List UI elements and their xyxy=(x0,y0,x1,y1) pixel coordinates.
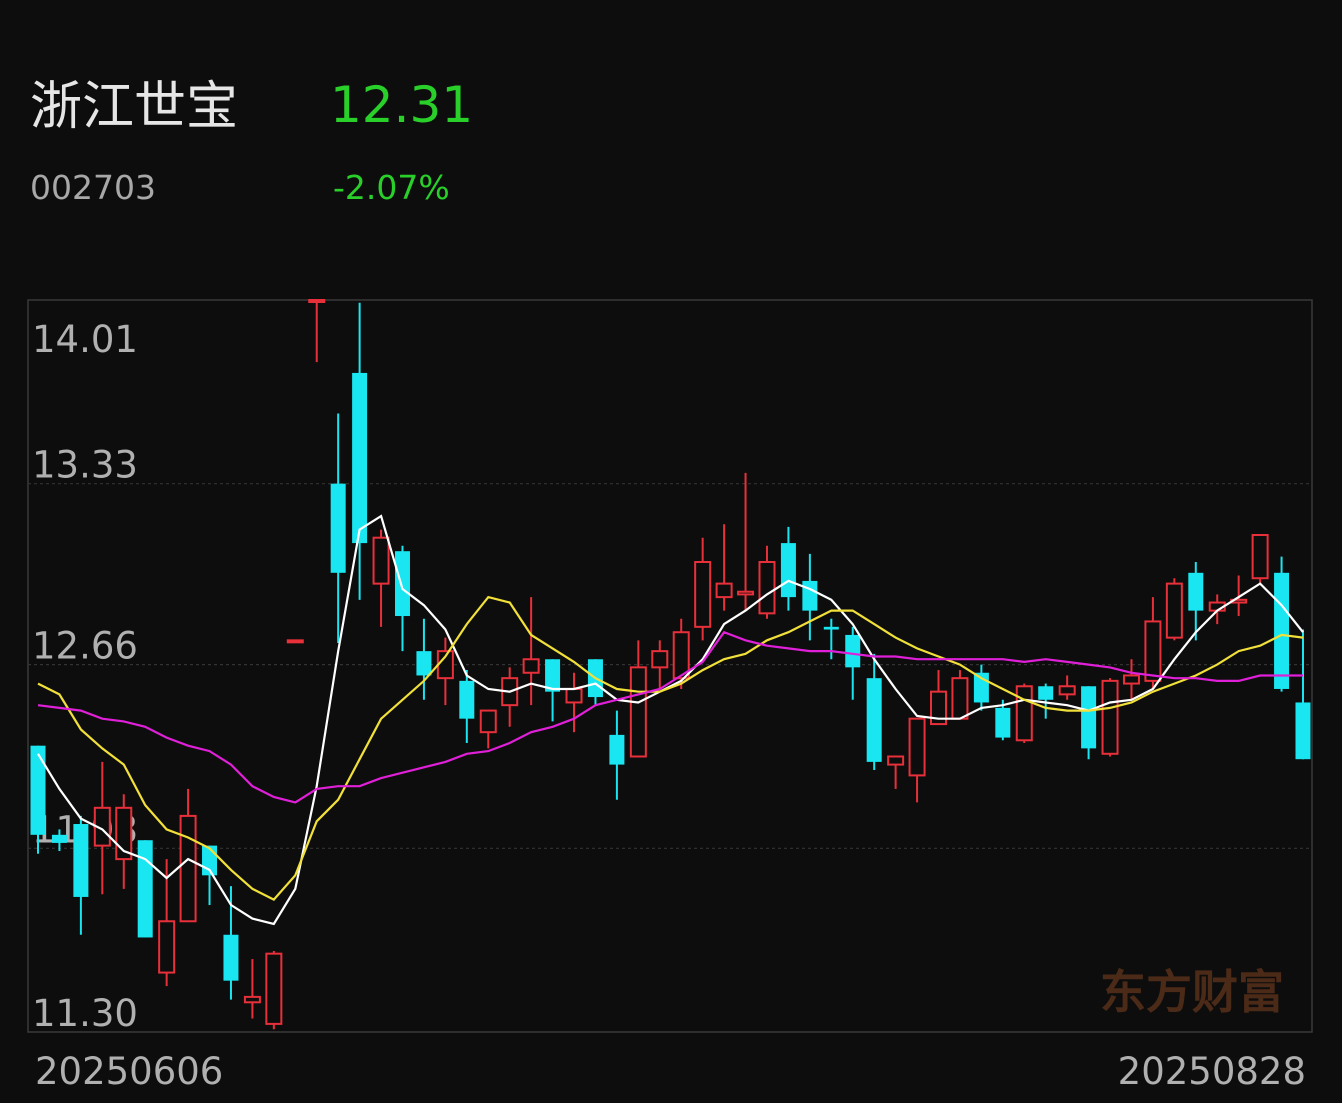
candle-body xyxy=(930,690,948,726)
y-tick-label: 12.66 xyxy=(32,625,138,668)
candle-body xyxy=(179,814,197,923)
candle-body xyxy=(459,680,475,719)
candle-body xyxy=(651,650,669,669)
candle-body xyxy=(352,372,368,544)
candle-body xyxy=(609,734,625,765)
candle-body xyxy=(1058,685,1076,696)
candle-body xyxy=(823,626,839,630)
plot: 14.0113.3312.6611.9811.30202506062025082… xyxy=(28,299,1312,1093)
candle-body xyxy=(1122,674,1140,685)
candle-body xyxy=(223,934,239,981)
candle-body xyxy=(286,639,304,644)
candle-body xyxy=(887,755,905,766)
candle-body xyxy=(1274,572,1290,689)
candle-body xyxy=(522,658,540,674)
candle-body xyxy=(694,561,712,628)
candle-body xyxy=(479,709,497,734)
candle-body xyxy=(1188,572,1204,611)
candle-body xyxy=(30,745,46,835)
candle-body xyxy=(629,666,647,758)
candle-body xyxy=(672,631,690,680)
stock-price: 12.31 xyxy=(330,76,473,134)
candle-body xyxy=(137,840,153,938)
candle-body xyxy=(780,543,796,598)
y-tick-label: 14.01 xyxy=(32,318,138,361)
candle-body xyxy=(1081,686,1097,749)
x-tick-label: 20250828 xyxy=(1118,1050,1306,1093)
moving-average-line xyxy=(37,595,1304,901)
candle-body xyxy=(995,707,1011,738)
candle-body xyxy=(372,536,390,585)
stock-code: 002703 xyxy=(30,168,156,207)
candle-body xyxy=(1251,533,1269,580)
moving-average-line xyxy=(37,630,1303,804)
candle-body xyxy=(545,659,561,692)
y-tick-label: 13.33 xyxy=(32,444,138,487)
candle-body xyxy=(1038,686,1054,700)
candle-body xyxy=(845,634,861,668)
candle-body xyxy=(1144,620,1162,682)
plot-frame xyxy=(27,299,1313,1033)
candle-body xyxy=(758,561,776,615)
candle-body xyxy=(330,483,346,573)
candle-body xyxy=(73,824,89,897)
candle-body xyxy=(1295,702,1311,760)
candle-body xyxy=(737,590,755,596)
candle-body xyxy=(866,678,882,762)
candle-body xyxy=(1015,685,1033,742)
stock-name: 浙江世宝 xyxy=(30,77,238,137)
candle-body xyxy=(308,299,326,303)
candle-body xyxy=(416,651,432,676)
candle-body xyxy=(908,717,926,777)
y-tick-label: 11.30 xyxy=(32,992,138,1035)
candle-body xyxy=(565,687,583,704)
stock-change: -2.07% xyxy=(333,168,450,207)
candle-body xyxy=(158,920,176,974)
candle-body xyxy=(243,995,261,1004)
candle-body xyxy=(802,580,818,611)
candle-body xyxy=(1101,679,1119,755)
candle-body xyxy=(1165,582,1183,639)
watermark: 东方财富 xyxy=(1100,965,1284,1019)
candle-body xyxy=(951,677,969,720)
candle-body xyxy=(265,952,283,1025)
x-tick-label: 20250606 xyxy=(35,1050,223,1093)
candle-body xyxy=(394,551,410,617)
candle-body xyxy=(51,834,67,843)
candle-body xyxy=(715,582,733,599)
